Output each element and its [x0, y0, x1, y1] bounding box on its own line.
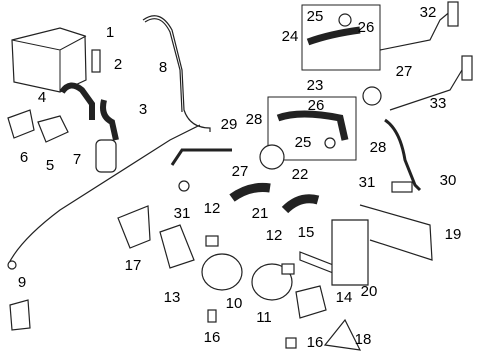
callout: 16 [307, 334, 324, 351]
callout: 16 [204, 329, 221, 346]
callout: 3 [139, 101, 147, 118]
pipe [276, 110, 349, 141]
callout: 27 [232, 163, 249, 180]
hose [59, 82, 95, 120]
heat-shield [117, 205, 151, 249]
pipe [144, 18, 183, 113]
callout: 29 [221, 116, 238, 133]
callout: 25 [307, 8, 324, 25]
callout: 31 [174, 205, 191, 222]
callout: 19 [445, 226, 462, 243]
callout: 22 [292, 166, 309, 183]
clamp [338, 13, 352, 27]
bolt [207, 309, 217, 323]
callout: 26 [358, 19, 375, 36]
callout: 12 [266, 227, 283, 244]
callout: 20 [361, 283, 378, 300]
callout: 13 [164, 289, 181, 306]
hose [281, 194, 320, 214]
callout: 33 [430, 95, 447, 112]
callout: 32 [420, 4, 437, 21]
callout: 26 [308, 97, 325, 114]
callout: 12 [204, 200, 221, 217]
nut [285, 337, 297, 349]
heat-shield [323, 318, 362, 351]
group-box [301, 4, 381, 71]
callout: 28 [246, 111, 263, 128]
filter [95, 139, 117, 173]
callout: 24 [282, 28, 299, 45]
callout: 5 [46, 157, 54, 174]
bracket [159, 224, 195, 269]
gasket [391, 181, 413, 193]
part-drawings [7, 1, 473, 351]
callout: 14 [336, 289, 353, 306]
callout: 2 [114, 56, 122, 73]
bracket [7, 109, 35, 139]
callout: 10 [226, 295, 243, 312]
valve [259, 144, 285, 170]
pipe [384, 118, 422, 192]
connector [461, 55, 473, 81]
connector [205, 235, 219, 247]
callout: 23 [307, 77, 324, 94]
reservoir [11, 27, 87, 93]
callout: 25 [295, 134, 312, 151]
callout: 21 [252, 205, 269, 222]
clamp [324, 137, 336, 149]
air-pump [201, 253, 243, 291]
bolt [91, 49, 101, 73]
reservoir-edge [11, 35, 87, 92]
pipe-end [7, 260, 17, 270]
valve [37, 115, 69, 143]
group-box [267, 96, 357, 161]
pipe [170, 148, 232, 166]
callout: 28 [370, 139, 387, 156]
gasket [178, 180, 190, 192]
hose [229, 183, 271, 202]
callout: 15 [298, 224, 315, 241]
valve [362, 86, 382, 106]
pipe [306, 26, 361, 46]
connector [281, 263, 295, 275]
sensor [9, 299, 31, 331]
pipe [7, 15, 211, 266]
callout: 4 [38, 89, 46, 106]
connector [447, 1, 459, 27]
callout: 18 [355, 331, 372, 348]
callout: 31 [359, 174, 376, 191]
module [331, 219, 369, 286]
callout: 30 [440, 172, 457, 189]
bracket [359, 204, 433, 261]
hose [100, 99, 119, 141]
callout: 8 [159, 59, 167, 76]
callout: 6 [20, 149, 28, 166]
callout: 27 [396, 63, 413, 80]
bracket [295, 285, 327, 319]
callout: 7 [73, 151, 81, 168]
callout: 11 [256, 309, 272, 326]
callout: 1 [106, 24, 114, 41]
callout: 17 [125, 257, 142, 274]
callout: 9 [18, 274, 26, 291]
